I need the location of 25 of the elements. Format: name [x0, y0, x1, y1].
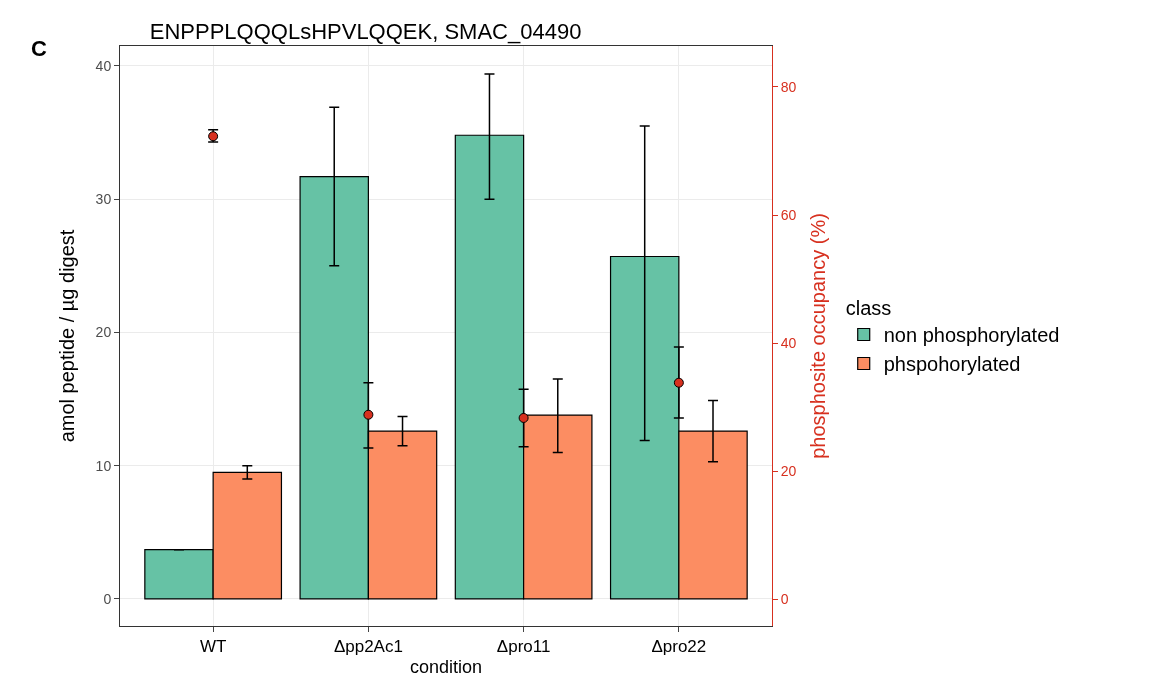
- y2-tick-label: 40: [780, 334, 797, 351]
- x-tick-label: Δpp2Ac1: [333, 637, 403, 657]
- x-axis-title: condition: [409, 656, 483, 677]
- legend-title: class: [845, 297, 892, 319]
- y2-axis-title: phosphosite occupancy (%): [807, 213, 830, 459]
- legend-label: phspohorylated: [883, 353, 1021, 376]
- y-axis-title: amol peptide / µg digest: [56, 229, 79, 443]
- y2-tick-label: 0: [780, 591, 789, 608]
- chart-title: ENPPPLQQQLsHPVLQQEK, SMAC_04490: [149, 19, 582, 45]
- y-tick-label: 30: [95, 191, 112, 208]
- y2-tick-label: 60: [780, 206, 797, 223]
- text: C: [31, 36, 47, 61]
- point: [673, 377, 684, 388]
- y2-tick-label: 80: [780, 78, 797, 95]
- y-tick-label: 40: [95, 57, 112, 74]
- point: [518, 412, 529, 423]
- point: [363, 409, 374, 420]
- x-tick-label: Δpro22: [651, 637, 707, 657]
- x-tick-label: Δpro11: [496, 637, 551, 657]
- y-tick-label: 0: [103, 590, 112, 607]
- legend-label: non phosphorylated: [883, 324, 1060, 347]
- x-tick-label: WT: [199, 637, 227, 657]
- y2-tick-label: 20: [780, 462, 797, 479]
- y-tick-label: 20: [95, 324, 112, 341]
- y-tick-label: 10: [95, 457, 112, 474]
